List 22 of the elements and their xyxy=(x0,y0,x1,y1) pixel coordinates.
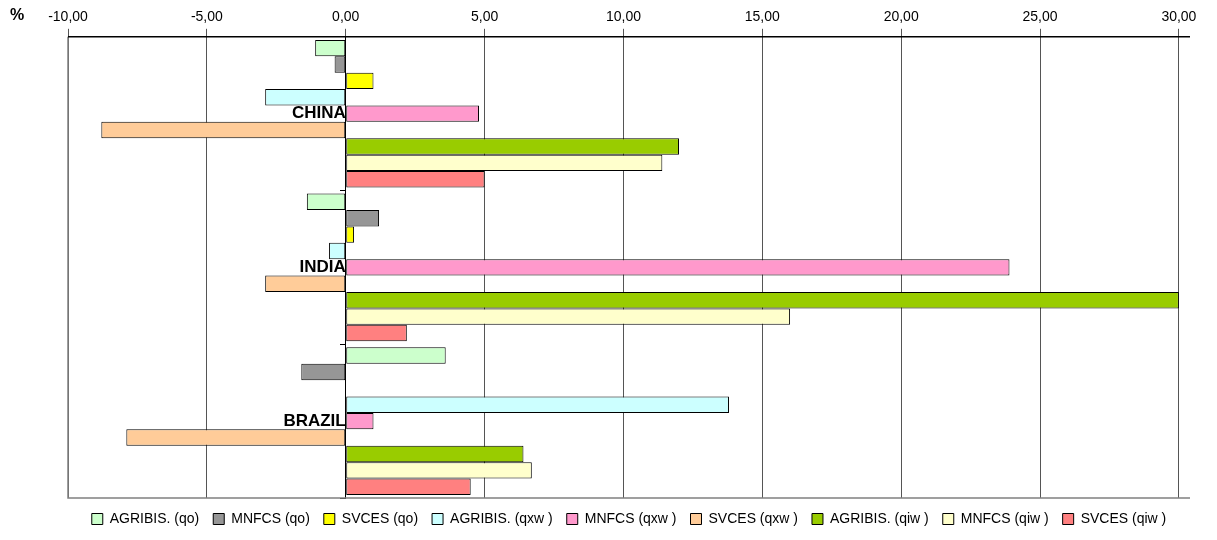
x-axis-title: % xyxy=(10,5,25,23)
x-tick-label: -5,00 xyxy=(190,8,224,25)
legend-label: AGRIBIS. (qxw ) xyxy=(450,509,553,526)
x-tick-label: 10,00 xyxy=(605,8,642,25)
x-tick-label: 20,00 xyxy=(883,8,919,25)
y-tick-label: BRAZIL xyxy=(283,410,346,430)
x-tick-label: 15,00 xyxy=(744,8,781,25)
legend-label: AGRIBIS. (qiw ) xyxy=(829,509,929,526)
legend-label: SVCES (qo) xyxy=(341,509,419,526)
legend-label: SVCES (qxw ) xyxy=(708,509,798,526)
legend-label: AGRIBIS. (qo) xyxy=(109,509,200,526)
x-tick-label: -10,00 xyxy=(48,8,89,25)
legend-label: MNFCS (qxw ) xyxy=(584,509,677,526)
legend-label: MNFCS (qiw ) xyxy=(960,509,1049,526)
y-tick-label: INDIA xyxy=(299,257,346,277)
x-tick-label: 5,00 xyxy=(470,8,499,25)
x-tick-label: 30,00 xyxy=(1161,8,1197,25)
legend-label: MNFCS (qo) xyxy=(231,509,310,526)
legend-label: SVCES (qiw ) xyxy=(1080,509,1167,526)
x-tick-label: 25,00 xyxy=(1022,8,1058,25)
y-tick-label: CHINA xyxy=(291,103,346,123)
x-tick-label: 0,00 xyxy=(332,8,360,25)
